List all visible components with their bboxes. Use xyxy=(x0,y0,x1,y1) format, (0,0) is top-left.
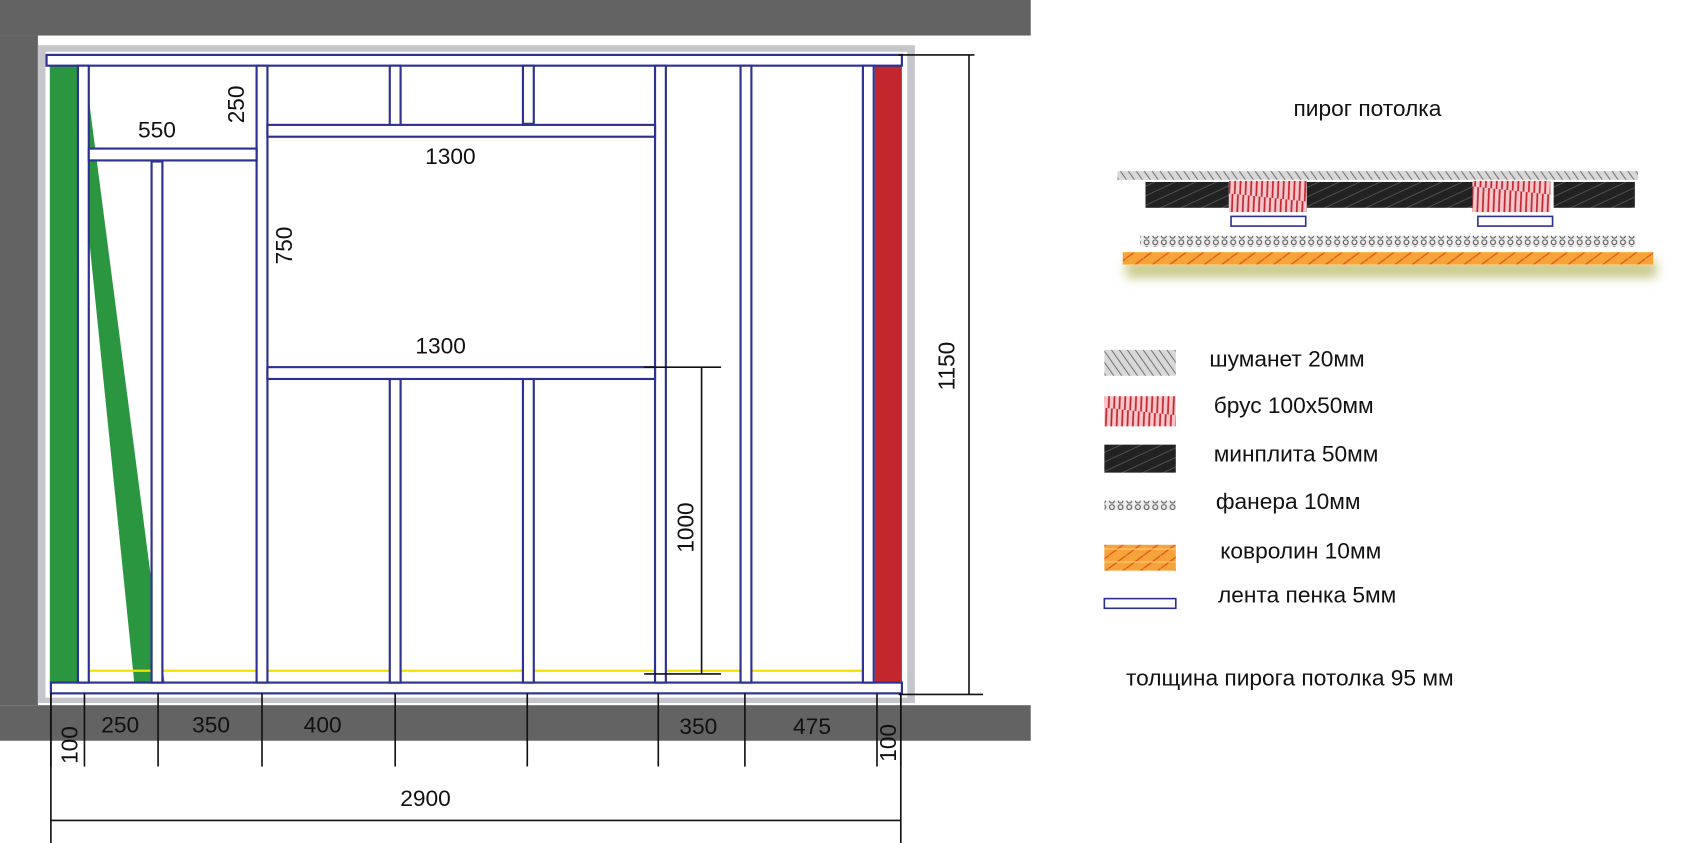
dimension: 400 xyxy=(304,712,342,738)
thickness-note: толщина пирога потолка 95 мм xyxy=(1126,664,1454,690)
stud xyxy=(521,64,535,125)
plywood xyxy=(1140,235,1636,247)
mineral-wool xyxy=(1304,181,1473,208)
wall xyxy=(0,35,38,706)
soundproof-layer xyxy=(1117,171,1639,180)
beam xyxy=(1228,180,1307,213)
mineral-wool xyxy=(1553,181,1635,208)
legend-label: минплита 50мм xyxy=(1214,440,1379,466)
legend-label: брус 100x50мм xyxy=(1214,392,1374,418)
legend-label: ковролин 10мм xyxy=(1220,537,1381,563)
legend-swatch xyxy=(1104,396,1176,427)
brace xyxy=(71,65,165,683)
stud xyxy=(388,377,402,684)
dimension: 475 xyxy=(793,713,831,739)
dimension: 250 xyxy=(223,86,249,124)
legend-swatch xyxy=(1103,597,1177,610)
legend-swatch xyxy=(1104,444,1176,473)
rail xyxy=(266,123,657,138)
stud xyxy=(388,64,402,129)
beam xyxy=(1472,180,1551,213)
stud xyxy=(861,64,875,684)
stud-red xyxy=(874,65,902,683)
legend-label: фанера 10мм xyxy=(1216,488,1361,514)
dimension: 750 xyxy=(271,227,297,265)
foam-tape xyxy=(1230,215,1307,227)
foam-tape xyxy=(1477,215,1554,227)
dimension: 1000 xyxy=(672,502,698,552)
stud xyxy=(739,64,753,684)
dimension: 1300 xyxy=(425,143,476,169)
dimension: 1150 xyxy=(933,342,959,391)
plate xyxy=(45,53,903,67)
stud xyxy=(653,64,667,684)
dimension: 100 xyxy=(56,726,82,764)
dimension: 350 xyxy=(192,712,230,738)
legend-label: лента пенка 5мм xyxy=(1218,581,1396,607)
legend-label: шуманет 20мм xyxy=(1209,346,1364,372)
carpet xyxy=(1122,251,1654,265)
dimension: 2900 xyxy=(400,785,451,811)
stud xyxy=(150,160,164,684)
wall xyxy=(0,705,1031,741)
plate xyxy=(49,681,903,695)
stud-green xyxy=(49,65,78,683)
carpet-shadow xyxy=(1126,260,1657,278)
stud xyxy=(76,64,90,684)
wall xyxy=(0,0,1031,36)
stud xyxy=(521,377,535,684)
rail xyxy=(87,147,258,162)
dimension: 250 xyxy=(101,712,139,738)
dimension: 350 xyxy=(679,713,717,739)
legend: шуманет 20мм брус 100x50мм минплита 50мм фа… xyxy=(1103,346,1396,610)
legend-swatch xyxy=(1104,500,1176,511)
legend-swatch xyxy=(1104,544,1176,571)
rail xyxy=(266,366,657,381)
mineral-wool xyxy=(1145,181,1229,208)
legend-swatch xyxy=(1104,349,1176,376)
dimension: 1300 xyxy=(415,333,466,359)
dimension: 550 xyxy=(138,116,176,142)
section-title: пирог потолка xyxy=(1293,95,1441,121)
dimension: 100 xyxy=(875,724,901,762)
stud xyxy=(255,64,269,684)
